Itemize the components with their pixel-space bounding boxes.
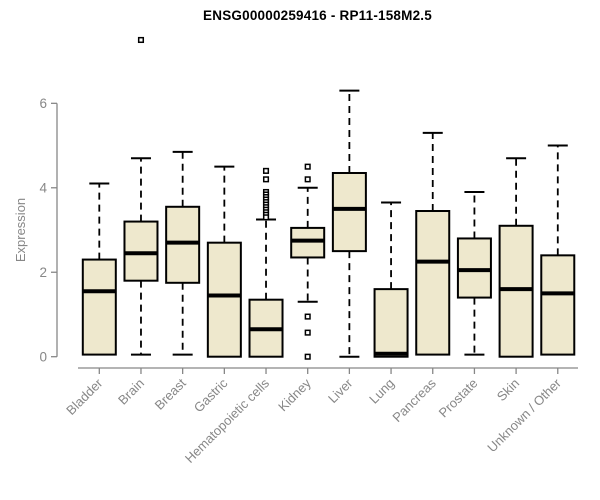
y-axis: 0 2 4 6 [39, 96, 58, 364]
outlier-point [137, 36, 145, 44]
iqr-box [540, 254, 576, 356]
x-tick-label-skin: Skin [494, 376, 522, 404]
x-tick-label-kidney: Kidney [275, 375, 314, 414]
x-tick-label-bladder: Bladder [63, 375, 106, 418]
boxplot-lung [373, 201, 409, 358]
boxplot-unknown-other [540, 144, 576, 356]
boxplot-kidney [290, 163, 326, 360]
x-tick-label-liver: Liver [325, 375, 356, 406]
x-tick-label-brain: Brain [115, 376, 147, 408]
iqr-box [123, 220, 159, 282]
x-tick-label-breast: Breast [152, 375, 189, 412]
boxplot-hematopoietic-cells [248, 167, 284, 358]
boxplot-prostate [456, 191, 492, 356]
boxplot-gastric [206, 165, 242, 358]
iqr-box [81, 258, 117, 356]
x-tick-label-lung: Lung [366, 376, 397, 407]
iqr-box [206, 241, 242, 358]
outlier-point [262, 214, 270, 221]
iqr-box [165, 205, 201, 284]
y-tick-label: 4 [39, 180, 47, 195]
chart-title: ENSG00000259416 - RP11-158M2.5 [203, 8, 432, 23]
outlier-point [304, 313, 311, 320]
boxplot-skin [498, 157, 534, 358]
iqr-box [290, 226, 326, 259]
y-tick-label: 6 [39, 96, 47, 111]
boxplot-liver [331, 89, 367, 358]
outlier-point [262, 167, 270, 174]
outlier-point [304, 163, 311, 170]
x-tick-label-pancreas: Pancreas [389, 375, 439, 425]
boxplot-brain [123, 36, 159, 356]
iqr-box [373, 288, 409, 358]
iqr-box [415, 210, 451, 356]
y-tick-label: 2 [39, 265, 47, 280]
outlier-point [304, 176, 311, 183]
outlier-point [262, 176, 270, 183]
x-tick-label-gastric: Gastric [191, 375, 231, 415]
boxplot-pancreas [415, 131, 451, 356]
boxplot-bladder [81, 182, 117, 356]
iqr-box [331, 171, 367, 253]
boxplot-breast [165, 150, 201, 356]
iqr-box [456, 237, 492, 299]
x-tick-label-prostate: Prostate [436, 376, 481, 421]
outlier-point [304, 353, 311, 360]
iqr-box [498, 224, 534, 358]
outlier-point [304, 329, 311, 336]
y-tick-label: 0 [39, 349, 47, 364]
x-tick-label-unknown-other: Unknown / Other [484, 375, 564, 455]
